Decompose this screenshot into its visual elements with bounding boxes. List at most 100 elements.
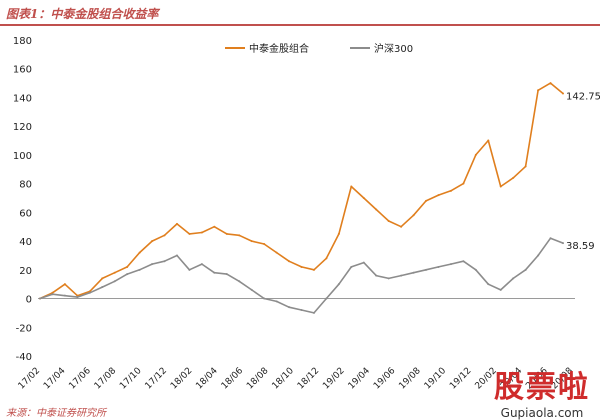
x-tick-label: 19/08 (397, 366, 423, 392)
point-portfolio (562, 92, 564, 95)
point-portfolio (549, 82, 552, 85)
point-hs300 (437, 265, 440, 268)
point-portfolio (350, 185, 353, 188)
x-tick-label: 18/06 (220, 366, 246, 392)
point-hs300 (175, 254, 178, 257)
point-portfolio (175, 222, 178, 225)
point-portfolio (126, 265, 129, 268)
point-hs300 (512, 277, 515, 280)
point-hs300 (462, 260, 465, 263)
point-hs300 (225, 273, 228, 276)
point-portfolio (138, 251, 141, 254)
x-tick-label: 18/04 (194, 366, 220, 392)
point-portfolio (512, 176, 515, 179)
x-tick-label: 18/02 (169, 366, 194, 391)
point-hs300 (200, 263, 203, 266)
watermark-main: 股票啦 (494, 370, 590, 405)
series-layer (39, 82, 564, 314)
end-label-portfolio: 142.75 (566, 92, 600, 103)
point-portfolio (163, 234, 166, 237)
point-hs300 (325, 297, 328, 300)
point-portfolio (337, 232, 340, 235)
point-hs300 (375, 274, 378, 277)
point-portfolio (263, 242, 266, 245)
x-tick-label: 19/04 (347, 366, 373, 392)
point-portfolio (400, 225, 403, 228)
point-portfolio (524, 165, 527, 168)
point-hs300 (163, 260, 166, 263)
point-portfolio (113, 271, 116, 274)
point-hs300 (549, 237, 552, 240)
legend: 中泰金股组合 沪深300 (225, 42, 413, 55)
point-portfolio (425, 199, 428, 202)
point-hs300 (238, 280, 241, 283)
watermark-logo: 股票啦 Gupiaola.com (494, 362, 590, 420)
point-hs300 (425, 268, 428, 271)
point-portfolio (449, 189, 452, 192)
end-labels: 142.75 38.59 (566, 92, 600, 253)
point-portfolio (325, 257, 328, 260)
point-hs300 (275, 300, 278, 303)
x-tick-label: 17/04 (42, 366, 68, 392)
x-tick-label: 18/10 (271, 366, 297, 392)
point-hs300 (337, 283, 340, 286)
point-hs300 (63, 294, 66, 297)
point-hs300 (350, 265, 353, 268)
point-portfolio (412, 214, 415, 217)
point-hs300 (263, 297, 266, 300)
x-tick-label: 19/12 (448, 366, 473, 391)
point-portfolio (275, 251, 278, 254)
x-tick-label: 17/06 (67, 366, 93, 392)
point-hs300 (312, 311, 315, 314)
point-hs300 (39, 297, 41, 300)
point-hs300 (88, 291, 91, 294)
y-tick-label: 60 (19, 208, 32, 219)
x-axis: 17/02 17/04 17/06 17/08 17/10 17/12 18/02 18/04… (17, 366, 576, 392)
point-hs300 (138, 268, 141, 271)
point-hs300 (213, 271, 216, 274)
chart-title: 图表1：中泰金股组合收益率 (6, 7, 159, 21)
point-hs300 (126, 273, 129, 276)
series-line-hs300 (39, 237, 564, 314)
watermark-sub: Gupiaola.com (500, 406, 584, 420)
y-axis: -40 -20 0 20 40 60 80 100 120 140 160 180 (13, 36, 575, 363)
point-hs300 (474, 268, 477, 271)
point-portfolio (462, 182, 465, 185)
point-hs300 (487, 283, 490, 286)
legend-label-portfolio: 中泰金股组合 (249, 42, 309, 55)
point-portfolio (213, 225, 216, 228)
y-tick-label: 40 (19, 237, 32, 248)
header-divider (0, 24, 600, 26)
y-tick-label: 140 (13, 93, 32, 104)
point-hs300 (387, 277, 390, 280)
point-portfolio (200, 231, 203, 234)
point-hs300 (449, 263, 452, 266)
y-tick-label: 120 (13, 122, 32, 133)
x-tick-label: 17/08 (93, 366, 119, 392)
source-note: 来源：中泰证券研究所 (6, 408, 106, 419)
point-hs300 (362, 261, 365, 264)
point-portfolio (300, 265, 303, 268)
point-hs300 (524, 268, 527, 271)
x-tick-label: 17/02 (17, 366, 42, 391)
point-portfolio (238, 234, 241, 237)
x-tick-label: 19/10 (423, 366, 449, 392)
point-portfolio (387, 219, 390, 222)
point-hs300 (288, 306, 291, 309)
y-tick-label: 80 (19, 180, 32, 191)
y-tick-label: -20 (16, 323, 32, 334)
point-portfolio (225, 232, 228, 235)
point-hs300 (51, 293, 54, 296)
point-hs300 (412, 271, 415, 274)
point-portfolio (474, 153, 477, 156)
x-tick-label: 19/02 (321, 366, 346, 391)
y-tick-label: 20 (19, 266, 32, 277)
end-label-hs300: 38.59 (566, 241, 595, 252)
point-hs300 (101, 286, 104, 289)
x-tick-label: 17/10 (118, 366, 144, 392)
point-hs300 (113, 280, 116, 283)
point-hs300 (250, 288, 253, 291)
point-hs300 (562, 242, 564, 245)
